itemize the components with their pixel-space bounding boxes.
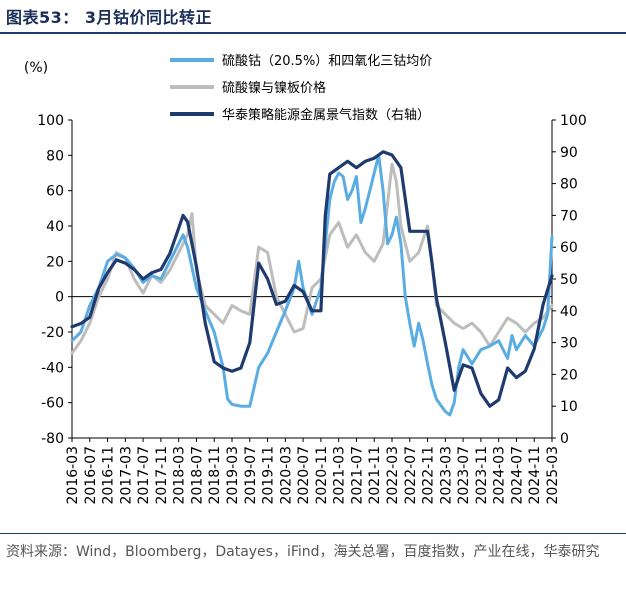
right-tick-label: 20 <box>560 367 578 383</box>
series-line-2 <box>70 162 554 355</box>
left-tick-label: -80 <box>41 431 64 447</box>
x-tick-label: 2021-11 <box>367 446 383 505</box>
x-tick-label: 2019-03 <box>225 446 241 505</box>
x-tick-label: 2023-03 <box>438 446 454 505</box>
axes: (%)100806040200-20-40-60-801009080706050… <box>24 60 587 505</box>
x-tick-label: 2019-07 <box>243 446 259 505</box>
x-tick-label: 2016-07 <box>83 446 99 505</box>
x-tick-label: 2018-03 <box>172 446 188 505</box>
right-tick-label: 10 <box>560 399 578 415</box>
right-tick-label: 50 <box>560 272 578 288</box>
legend-label-1: 硫酸钴（20.5%）和四氧化三钴均价 <box>222 54 432 69</box>
x-tick-label: 2023-07 <box>456 446 472 505</box>
x-tick-label: 2020-11 <box>314 446 330 505</box>
right-tick-label: 100 <box>560 113 587 129</box>
legend-label-3: 华泰策略能源金属景气指数（右轴） <box>222 107 430 123</box>
legend-label-2: 硫酸镍与镍板价格 <box>222 80 326 96</box>
right-tick-label: 0 <box>560 431 569 447</box>
left-tick-label: 20 <box>46 254 64 270</box>
left-tick-label: -40 <box>41 360 64 376</box>
legend: 硫酸钴（20.5%）和四氧化三钴均价硫酸镍与镍板价格华泰策略能源金属景气指数（右… <box>170 54 432 123</box>
series-line-3 <box>70 150 554 408</box>
x-tick-label: 2021-03 <box>332 446 348 505</box>
x-tick-label: 2018-11 <box>207 446 223 505</box>
x-tick-label: 2024-11 <box>527 446 543 505</box>
left-tick-label: 80 <box>46 148 64 164</box>
chart: (%)100806040200-20-40-60-801009080706050… <box>24 54 587 505</box>
x-tick-label: 2022-11 <box>421 446 437 505</box>
left-axis-unit: (%) <box>24 60 48 76</box>
x-tick-label: 2025-03 <box>545 446 561 505</box>
left-tick-label: -60 <box>41 396 64 412</box>
x-tick-label: 2017-07 <box>136 446 152 505</box>
x-tick-label: 2016-11 <box>101 446 117 505</box>
x-tick-label: 2019-11 <box>261 446 277 505</box>
right-tick-label: 80 <box>560 177 578 193</box>
x-tick-label: 2024-03 <box>492 446 508 505</box>
right-tick-label: 60 <box>560 240 578 256</box>
left-tick-label: 100 <box>37 113 64 129</box>
x-tick-label: 2018-07 <box>189 446 205 505</box>
x-tick-label: 2017-03 <box>118 446 134 505</box>
left-tick-label: -20 <box>41 325 64 341</box>
right-tick-label: 40 <box>560 304 578 320</box>
right-tick-label: 90 <box>560 145 578 161</box>
source-rule <box>0 533 626 534</box>
series-line-1 <box>70 153 554 417</box>
x-tick-label: 2017-11 <box>154 446 170 505</box>
x-tick-label: 2022-03 <box>385 446 401 505</box>
right-tick-label: 30 <box>560 336 578 352</box>
x-tick-label: 2020-03 <box>278 446 294 505</box>
x-tick-label: 2023-11 <box>474 446 490 505</box>
source-note: 资料来源：Wind，Bloomberg，Datayes，iFind，海关总署，百… <box>6 544 600 560</box>
x-tick-label: 2022-07 <box>403 446 419 505</box>
series-layer <box>70 150 554 417</box>
x-tick-label: 2024-07 <box>509 446 525 505</box>
title-rule <box>0 32 626 34</box>
left-tick-label: 0 <box>55 290 64 306</box>
figure-title: 图表53： 3月钴价同比转正 <box>6 8 212 27</box>
x-tick-label: 2016-03 <box>65 446 81 505</box>
x-tick-label: 2020-07 <box>296 446 312 505</box>
left-tick-label: 40 <box>46 219 64 235</box>
left-tick-label: 60 <box>46 184 64 200</box>
x-tick-label: 2021-07 <box>349 446 365 505</box>
right-tick-label: 70 <box>560 208 578 224</box>
